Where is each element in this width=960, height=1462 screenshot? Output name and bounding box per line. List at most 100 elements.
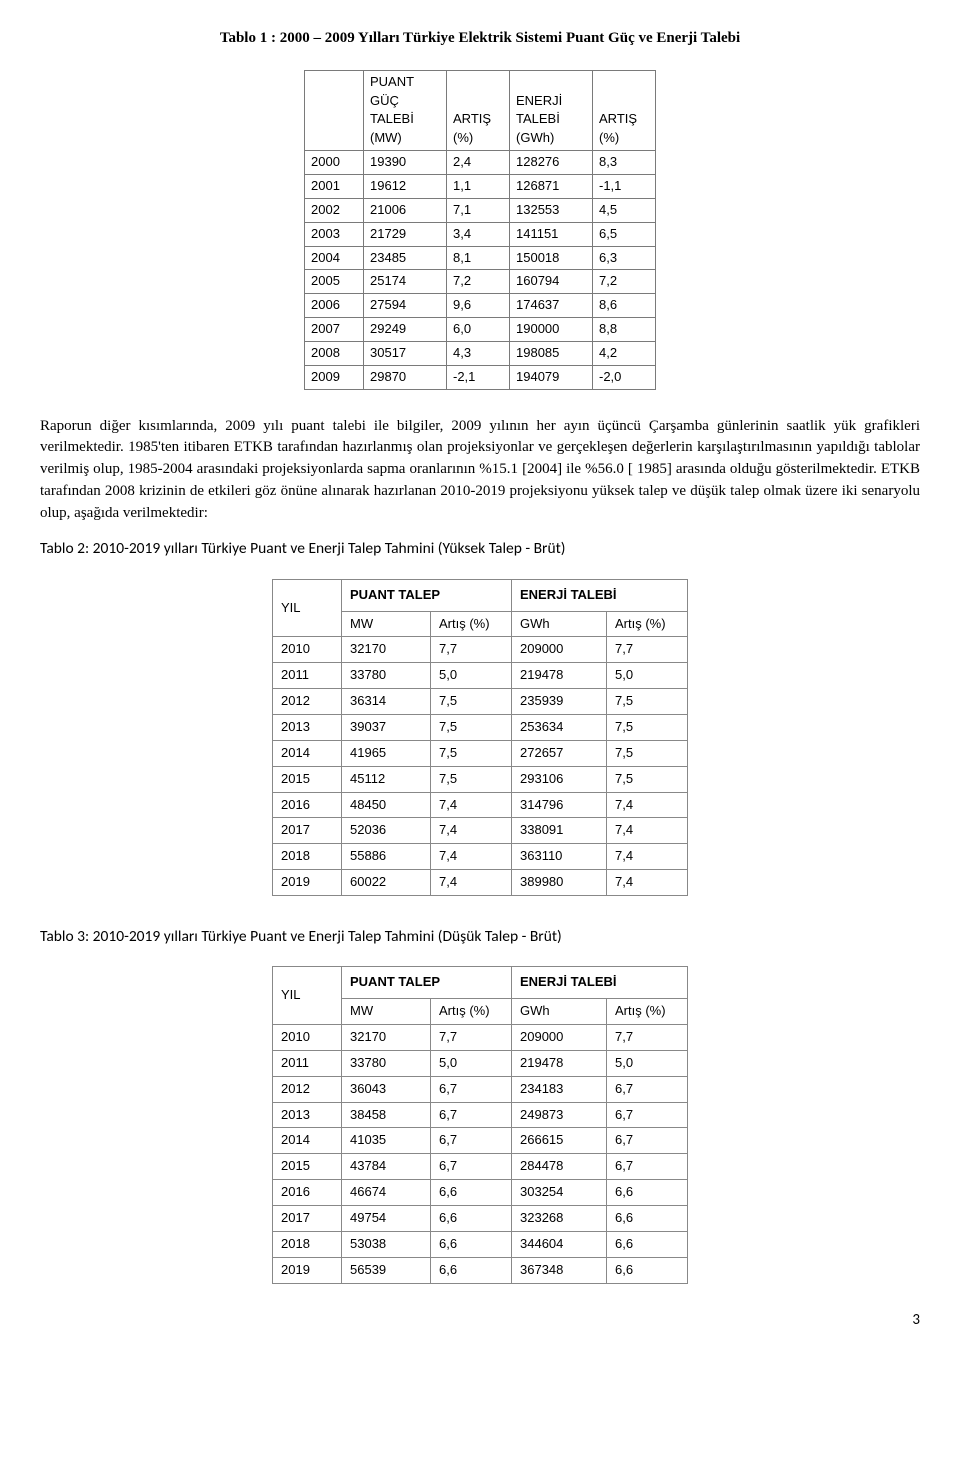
table-cell: 2014 [273,1128,342,1154]
table-cell: 7,4 [431,818,512,844]
table1-head-enerji: ENERJİ TALEBİ (GWh) [510,70,593,150]
table-cell: 249873 [512,1102,607,1128]
table-cell: 209000 [512,637,607,663]
table3-row: 2016466746,63032546,6 [273,1180,688,1206]
table1-title: Tablo 1 : 2000 – 2009 Yılları Türkiye El… [40,28,920,50]
table-cell: 45112 [342,766,431,792]
table-cell: 7,5 [607,689,688,715]
table2-head-enerji: ENERJİ TALEBİ [512,579,688,611]
table3-sub-artis2: Artış (%) [607,999,688,1025]
th-txt: ENERJİ [516,93,562,108]
table-cell: 389980 [512,870,607,896]
table-cell: 38458 [342,1102,431,1128]
th-txt: PUANT [370,74,414,89]
table1-head-artis1: ARTIŞ (%) [447,70,510,150]
table-cell: 314796 [512,792,607,818]
table1-row: 2006275949,61746378,6 [305,294,656,318]
table3-row: 2019565396,63673486,6 [273,1257,688,1283]
table-cell: 6,7 [607,1128,688,1154]
table-cell: 4,3 [447,341,510,365]
table2-row: 2015451127,52931067,5 [273,766,688,792]
table2-sub-artis1: Artış (%) [431,611,512,637]
table-cell: 2019 [273,1257,342,1283]
th-txt: TALEBİ [370,111,414,126]
table-cell: 7,4 [607,844,688,870]
th-txt: (%) [453,130,473,145]
table-cell: 2012 [273,689,342,715]
table-cell: -2,0 [593,365,656,389]
table-cell: 46674 [342,1180,431,1206]
table-cell: 272657 [512,740,607,766]
table-cell: 2009 [305,365,364,389]
table-cell: 7,7 [607,1025,688,1051]
table-cell: 39037 [342,715,431,741]
table-cell: 5,0 [431,663,512,689]
table-cell: 7,4 [607,818,688,844]
table3-sub-artis1: Artış (%) [431,999,512,1025]
table-cell: 190000 [510,318,593,342]
table-cell: 6,7 [607,1076,688,1102]
table1-row: 2002210067,11325534,5 [305,198,656,222]
table-cell: 2019 [273,870,342,896]
table-cell: 49754 [342,1205,431,1231]
th-txt: GÜÇ [370,93,399,108]
table-cell: 132553 [510,198,593,222]
table3-sub-gwh: GWh [512,999,607,1025]
table1-row: 2000193902,41282768,3 [305,151,656,175]
table-cell: 338091 [512,818,607,844]
table3-row: 2013384586,72498736,7 [273,1102,688,1128]
table3-row: 2014410356,72666156,7 [273,1128,688,1154]
table-cell: 2017 [273,818,342,844]
table-cell: 2007 [305,318,364,342]
table-cell: 7,5 [431,715,512,741]
table-cell: 7,7 [431,637,512,663]
table-cell: 7,5 [431,740,512,766]
table-cell: 219478 [512,1050,607,1076]
table-cell: 3,4 [447,222,510,246]
table3-row: 2011337805,02194785,0 [273,1050,688,1076]
table1-row: 2008305174,31980854,2 [305,341,656,365]
table1-head-artis2: ARTIŞ (%) [593,70,656,150]
table1-row: 2004234858,11500186,3 [305,246,656,270]
table-cell: 2013 [273,715,342,741]
table-cell: 6,5 [593,222,656,246]
table-cell: 7,4 [607,870,688,896]
table-cell: 363110 [512,844,607,870]
table-cell: 6,6 [607,1231,688,1257]
table-cell: 7,5 [607,740,688,766]
th-txt: ARTIŞ [453,111,491,126]
table-cell: 234183 [512,1076,607,1102]
table-cell: 6,6 [607,1205,688,1231]
table-cell: 2012 [273,1076,342,1102]
table-cell: 5,0 [607,1050,688,1076]
table-cell: 6,6 [431,1205,512,1231]
table-cell: 7,1 [447,198,510,222]
table-cell: 30517 [364,341,447,365]
table3-row: 2012360436,72341836,7 [273,1076,688,1102]
table-cell: 5,0 [607,663,688,689]
table-cell: 141151 [510,222,593,246]
table-cell: 2005 [305,270,364,294]
table-cell: 7,4 [431,792,512,818]
table-cell: -1,1 [593,174,656,198]
table3: YIL PUANT TALEP ENERJİ TALEBİ MW Artış (… [272,966,688,1283]
table-cell: 56539 [342,1257,431,1283]
table3-head-enerji: ENERJİ TALEBİ [512,967,688,999]
table-cell: 36314 [342,689,431,715]
table-cell: 6,6 [431,1257,512,1283]
table-cell: 198085 [510,341,593,365]
table-cell: 33780 [342,1050,431,1076]
table2-head-yil: YIL [273,579,342,637]
table-cell: 2011 [273,1050,342,1076]
table-cell: 7,4 [431,870,512,896]
table3-row: 2018530386,63446046,6 [273,1231,688,1257]
table-cell: 48450 [342,792,431,818]
table2-row: 2012363147,52359397,5 [273,689,688,715]
table1-row: 2007292496,01900008,8 [305,318,656,342]
table2-row: 2011337805,02194785,0 [273,663,688,689]
table1-row: 200929870-2,1194079-2,0 [305,365,656,389]
table-cell: 6,6 [431,1180,512,1206]
table-cell: 6,7 [607,1154,688,1180]
table2-sub-mw: MW [342,611,431,637]
table-cell: 19390 [364,151,447,175]
